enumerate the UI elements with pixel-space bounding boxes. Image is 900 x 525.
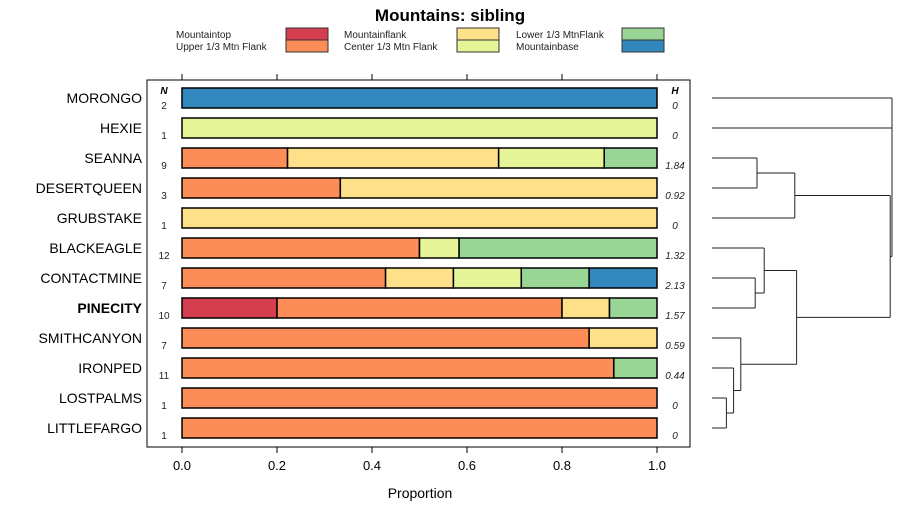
n-value: 1 bbox=[161, 431, 167, 442]
x-tick-label: 0.8 bbox=[553, 458, 571, 473]
h-value: 1.84 bbox=[665, 161, 685, 172]
h-value: 0 bbox=[672, 221, 678, 232]
legend-swatch bbox=[285, 39, 329, 53]
category-label: MORONGO bbox=[67, 90, 143, 106]
n-value: 12 bbox=[158, 251, 170, 262]
legend-swatch bbox=[456, 39, 500, 53]
bar-segment-upper-1-3-mtn-flank bbox=[181, 327, 590, 349]
bar-segment-mountainflank bbox=[384, 267, 455, 289]
legend-swatch bbox=[285, 27, 329, 41]
bar-segment-lower-1-3-mtnflank bbox=[520, 267, 590, 289]
bar-segment-mountainflank bbox=[561, 297, 611, 319]
n-value: 1 bbox=[161, 401, 167, 412]
bar-segment-upper-1-3-mtn-flank bbox=[181, 177, 342, 199]
bar-segment-center-1-3-mtn-flank bbox=[181, 117, 658, 139]
legend-label: Lower 1/3 MtnFlank bbox=[516, 30, 605, 41]
category-label: BLACKEAGLE bbox=[49, 240, 142, 256]
bar-segment-lower-1-3-mtnflank bbox=[608, 297, 658, 319]
n-value: 7 bbox=[161, 281, 167, 292]
n-value: 2 bbox=[161, 101, 167, 112]
x-tick-label: 0.0 bbox=[173, 458, 191, 473]
h-value: 0 bbox=[672, 431, 678, 442]
bar-segment-lower-1-3-mtnflank bbox=[603, 147, 658, 169]
bar-segment-mountainflank bbox=[181, 207, 658, 229]
h-value: 0.44 bbox=[665, 371, 685, 382]
dendrogram bbox=[712, 97, 893, 429]
x-tick-label: 0.4 bbox=[363, 458, 381, 473]
plot-frame bbox=[146, 79, 691, 448]
bar-segment-lower-1-3-mtnflank bbox=[613, 357, 658, 379]
chart-title: Mountains: sibling bbox=[375, 6, 525, 25]
n-value: 7 bbox=[161, 341, 167, 352]
bar-segment-mountainflank bbox=[286, 147, 500, 169]
category-label: LITTLEFARGO bbox=[47, 420, 142, 436]
n-value: 9 bbox=[161, 161, 167, 172]
x-tick-label: 0.2 bbox=[268, 458, 286, 473]
bar-segment-mountainbase bbox=[181, 87, 658, 109]
bar-segment-center-1-3-mtn-flank bbox=[497, 147, 605, 169]
bar-segment-upper-1-3-mtn-flank bbox=[181, 357, 615, 379]
h-value: 0 bbox=[672, 131, 678, 142]
category-label: DESERTQUEEN bbox=[36, 180, 142, 196]
n-value: 11 bbox=[159, 371, 170, 382]
h-value: 0 bbox=[672, 101, 678, 112]
bar-segment-upper-1-3-mtn-flank bbox=[181, 237, 421, 259]
category-label: HEXIE bbox=[100, 120, 142, 136]
category-label: CONTACTMINE bbox=[40, 270, 142, 286]
bar-segment-center-1-3-mtn-flank bbox=[418, 237, 460, 259]
n-value: 1 bbox=[161, 131, 167, 142]
bar-segment-upper-1-3-mtn-flank bbox=[181, 267, 387, 289]
bar-segment-mountainbase bbox=[588, 267, 658, 289]
bar-segment-mountainflank bbox=[588, 327, 658, 349]
bar-segment-upper-1-3-mtn-flank bbox=[276, 297, 563, 319]
bar-segment-upper-1-3-mtn-flank bbox=[181, 387, 658, 409]
category-label: SMITHCANYON bbox=[39, 330, 142, 346]
bar-segment-upper-1-3-mtn-flank bbox=[181, 147, 289, 169]
n-value: 1 bbox=[161, 221, 167, 232]
x-tick-label: 0.6 bbox=[458, 458, 476, 473]
x-axis: 0.0 0.2 0.4 0.6 0.8 1.0 bbox=[173, 74, 666, 473]
h-value: 0.92 bbox=[665, 191, 685, 202]
h-value: 1.32 bbox=[665, 251, 685, 262]
h-value: 0.59 bbox=[665, 341, 685, 352]
n-value: 10 bbox=[158, 311, 170, 322]
legend-label: Mountainbase bbox=[516, 42, 579, 53]
n-header: N bbox=[160, 86, 168, 97]
bar-segment-mountainflank bbox=[339, 177, 658, 199]
legend-label: Upper 1/3 Mtn Flank bbox=[176, 42, 268, 53]
category-label: LOSTPALMS bbox=[59, 390, 142, 406]
legend-label: Mountainflank bbox=[344, 30, 407, 41]
h-header: H bbox=[671, 86, 679, 97]
h-value: 0 bbox=[672, 401, 678, 412]
legend-label: Center 1/3 Mtn Flank bbox=[344, 42, 438, 53]
category-label: SEANNA bbox=[84, 150, 142, 166]
h-value: 2.13 bbox=[664, 281, 685, 292]
bar-segment-upper-1-3-mtn-flank bbox=[181, 417, 658, 439]
bar-segment-lower-1-3-mtnflank bbox=[458, 237, 658, 259]
legend-swatch bbox=[456, 27, 500, 41]
legend-label: Mountaintop bbox=[176, 30, 231, 41]
legend-swatch bbox=[621, 27, 665, 41]
bar-segment-center-1-3-mtn-flank bbox=[452, 267, 523, 289]
x-axis-label: Proportion bbox=[388, 485, 453, 501]
x-tick-label: 1.0 bbox=[648, 458, 666, 473]
h-value: 1.57 bbox=[665, 311, 685, 322]
bar-segment-mountaintop bbox=[181, 297, 278, 319]
category-label: GRUBSTAKE bbox=[57, 210, 142, 226]
legend-swatch bbox=[621, 39, 665, 53]
n-value: 3 bbox=[161, 191, 167, 202]
category-label: PINECITY bbox=[77, 300, 142, 316]
category-label: IRONPED bbox=[78, 360, 142, 376]
